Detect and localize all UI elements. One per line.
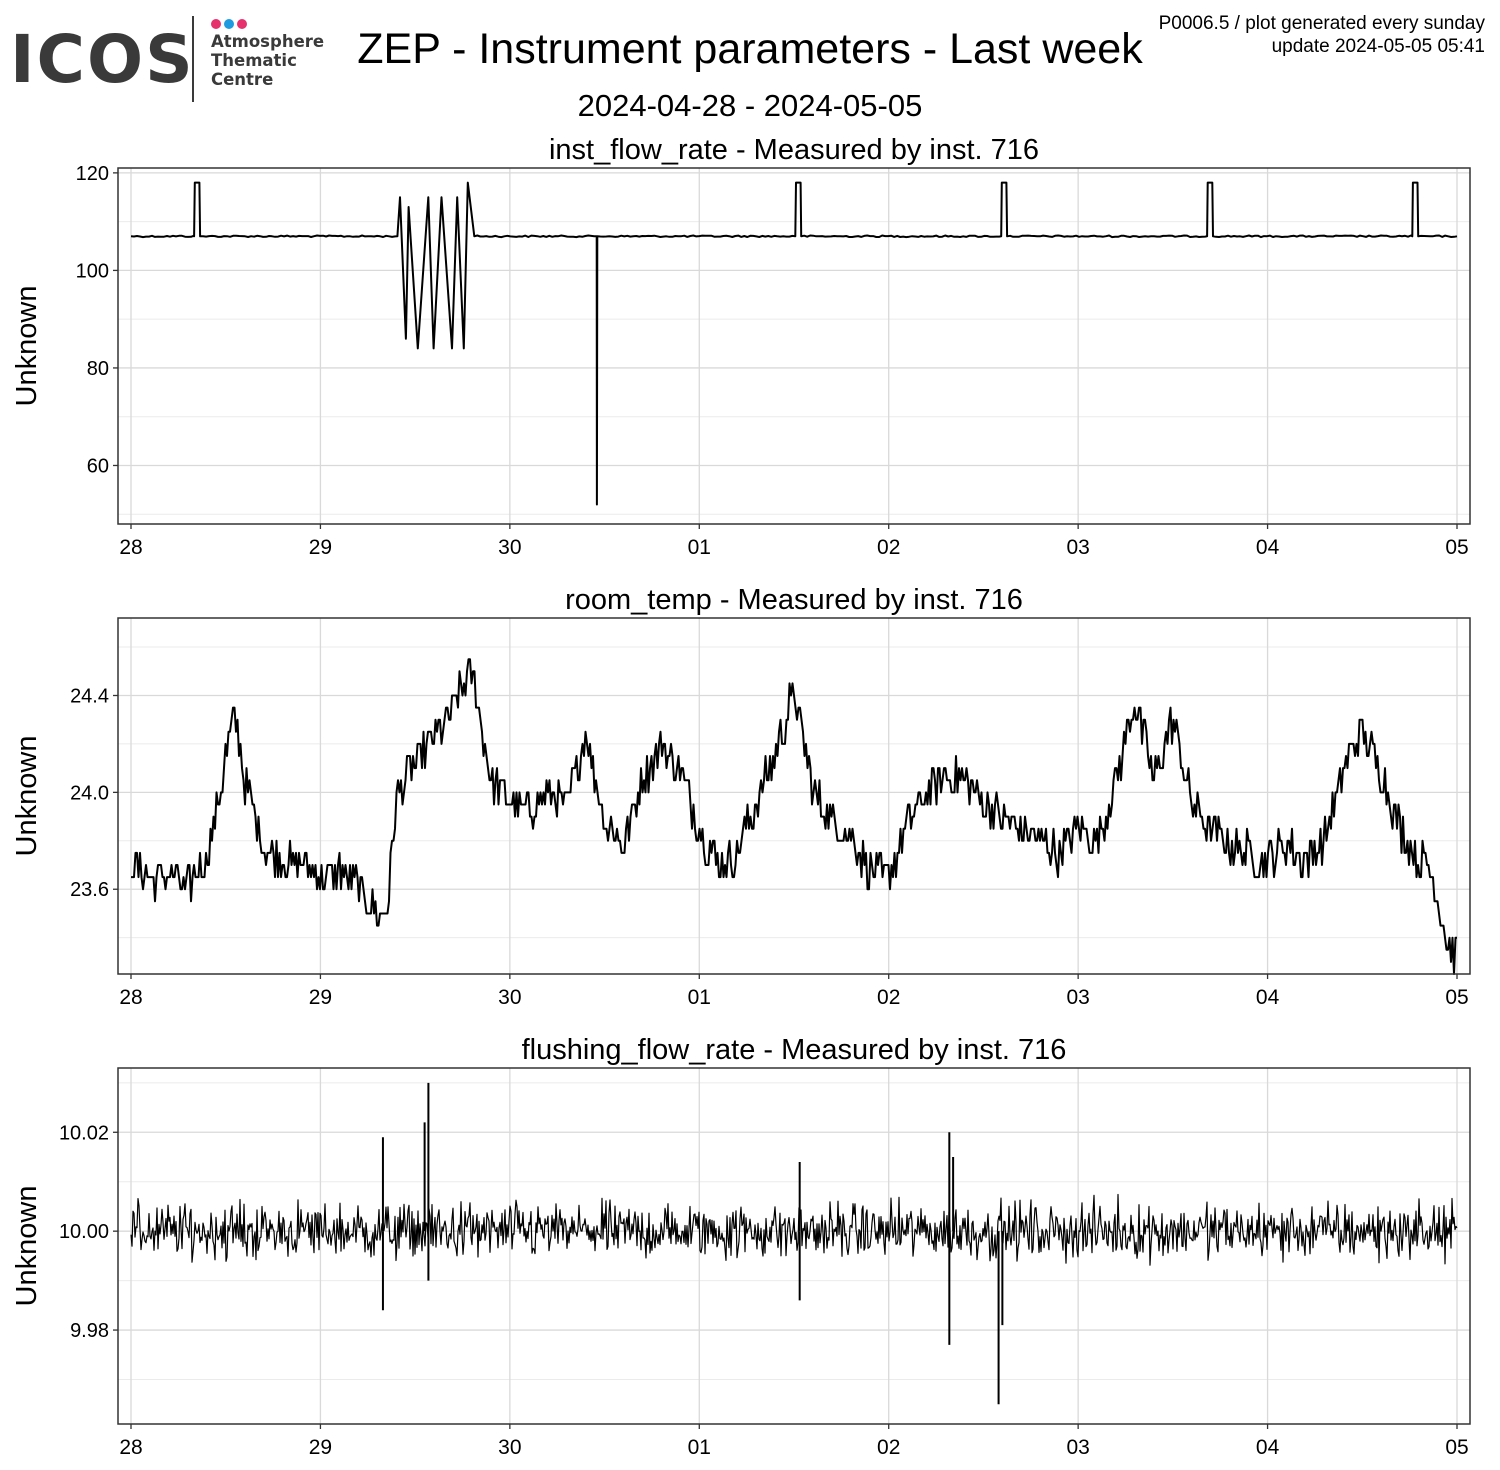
icos-logo: ICOS Atmosphere Thematic Centre xyxy=(10,14,330,106)
x-tick-label: 05 xyxy=(1445,536,1468,559)
panel-border xyxy=(117,1067,1471,1425)
panel-title: room_temp - Measured by inst. 716 xyxy=(565,584,1023,616)
x-tick-label: 01 xyxy=(688,986,711,1009)
x-tick-label: 29 xyxy=(309,536,332,559)
series-line xyxy=(130,181,1458,506)
logo-line-3: Centre xyxy=(211,70,274,89)
x-tick-label: 28 xyxy=(119,1436,142,1459)
logo-line-1: Atmosphere xyxy=(211,32,325,51)
panel-title: flushing_flow_rate - Measured by inst. 7… xyxy=(522,1034,1067,1066)
x-tick-label: 03 xyxy=(1066,1436,1089,1459)
panel-background xyxy=(118,618,1470,974)
plot-meta: P0006.5 / plot generated every sunday up… xyxy=(1159,12,1485,58)
x-tick-label: 30 xyxy=(498,986,521,1009)
plot-id-line: P0006.5 / plot generated every sunday xyxy=(1158,13,1485,34)
page-title: ZEP - Instrument parameters - Last week xyxy=(357,25,1143,73)
y-tick-label: 100 xyxy=(76,260,109,282)
logo-separator xyxy=(192,16,194,102)
y-tick-label: 10.00 xyxy=(59,1221,109,1243)
x-tick-label: 28 xyxy=(119,986,142,1009)
logo-line-2: Thematic xyxy=(211,51,297,70)
panel-background xyxy=(118,168,1470,524)
y-tick-label: 9.98 xyxy=(70,1320,109,1342)
x-tick-label: 04 xyxy=(1256,986,1280,1009)
y-tick-label: 60 xyxy=(87,455,109,477)
x-tick-label: 30 xyxy=(498,536,521,559)
y-axis-label: Unknown xyxy=(11,736,43,857)
date-range: 2024-04-28 - 2024-05-05 xyxy=(577,88,923,123)
logo-dot-2 xyxy=(224,19,234,29)
panel-border xyxy=(117,617,1471,975)
y-tick-label: 24.4 xyxy=(70,685,109,707)
series-line xyxy=(130,1193,1458,1266)
x-tick-label: 04 xyxy=(1256,536,1280,559)
panel-title: inst_flow_rate - Measured by inst. 716 xyxy=(549,134,1039,166)
x-tick-label: 05 xyxy=(1445,1436,1468,1459)
logo-dot-3 xyxy=(237,19,247,29)
x-tick-label: 28 xyxy=(119,536,142,559)
y-axis-label: Unknown xyxy=(11,1186,43,1307)
y-tick-label: 80 xyxy=(87,358,109,380)
x-tick-label: 01 xyxy=(688,536,711,559)
series-line xyxy=(131,658,1457,975)
x-tick-label: 02 xyxy=(877,986,900,1009)
x-tick-label: 01 xyxy=(688,1436,711,1459)
panel-border xyxy=(117,167,1471,525)
x-tick-label: 30 xyxy=(498,1436,521,1459)
x-tick-label: 03 xyxy=(1066,986,1089,1009)
y-tick-label: 24.0 xyxy=(70,782,109,804)
y-tick-label: 120 xyxy=(76,163,109,185)
x-tick-label: 29 xyxy=(309,986,332,1009)
logo-wordmark: ICOS xyxy=(10,21,195,98)
y-axis-label: Unknown xyxy=(11,286,43,407)
x-tick-label: 29 xyxy=(309,1436,332,1459)
y-tick-label: 10.02 xyxy=(59,1122,109,1144)
update-line: update 2024-05-05 05:41 xyxy=(1271,36,1485,57)
logo-subtitle: Atmosphere Thematic Centre xyxy=(211,32,324,89)
logo-dot-1 xyxy=(211,19,221,29)
x-tick-label: 03 xyxy=(1066,536,1089,559)
y-tick-label: 23.6 xyxy=(70,879,109,901)
logo-dots xyxy=(211,16,250,29)
x-tick-label: 05 xyxy=(1445,986,1468,1009)
x-tick-label: 02 xyxy=(877,536,900,559)
x-tick-label: 04 xyxy=(1256,1436,1280,1459)
x-tick-label: 02 xyxy=(877,1436,900,1459)
